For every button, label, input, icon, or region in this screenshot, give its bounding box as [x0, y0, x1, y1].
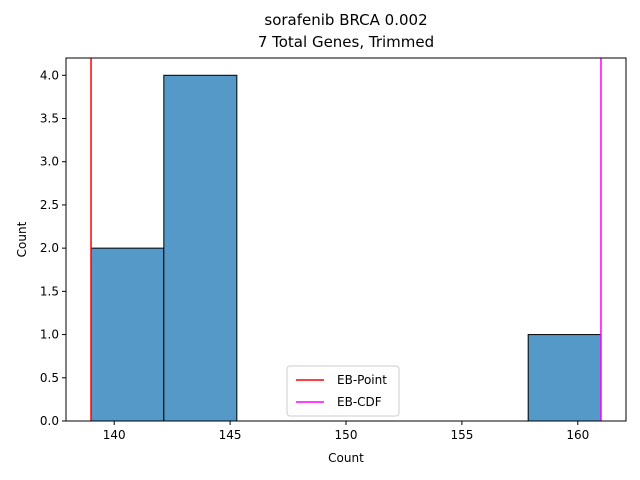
x-tick-label: 140	[103, 428, 126, 442]
x-tick-label: 150	[335, 428, 358, 442]
y-tick-label: 3.5	[40, 112, 59, 126]
legend-box	[286, 365, 400, 417]
histogram-bar-6	[527, 334, 602, 422]
y-tick-label: 0.0	[40, 414, 59, 428]
x-tick-label: 155	[450, 428, 473, 442]
legend-label-eb-cdf: EB-CDF	[337, 395, 382, 409]
y-tick-label: 0.5	[40, 371, 59, 385]
y-tick-label: 4.0	[40, 68, 59, 82]
y-tick-label: 2.0	[40, 241, 59, 255]
y-tick-label: 1.5	[40, 284, 59, 298]
y-tick-label: 3.0	[40, 155, 59, 169]
histogram-bar-1	[163, 74, 238, 422]
y-tick-label: 1.0	[40, 328, 59, 342]
x-axis-ticks: 140 145 150 155 160	[103, 421, 589, 442]
y-tick-label: 2.5	[40, 198, 59, 212]
chart-title-line1: sorafenib BRCA 0.002	[264, 11, 427, 29]
histogram-bars	[90, 74, 602, 422]
reference-lines	[90, 58, 602, 421]
chart-title-line2: 7 Total Genes, Trimmed	[258, 33, 434, 51]
legend: EB-Point EB-CDF	[286, 365, 400, 417]
histogram-bar-0	[90, 247, 165, 422]
x-axis-label: Count	[328, 451, 364, 465]
x-tick-label: 145	[219, 428, 242, 442]
plot-frame	[65, 57, 627, 422]
legend-label-eb-point: EB-Point	[337, 373, 387, 387]
y-axis-ticks: 0.0 0.5 1.0 1.5 2.0 2.5 3.0 3.5 4.0	[40, 68, 66, 428]
y-axis-label: Count	[15, 221, 29, 257]
x-tick-label: 160	[566, 428, 589, 442]
